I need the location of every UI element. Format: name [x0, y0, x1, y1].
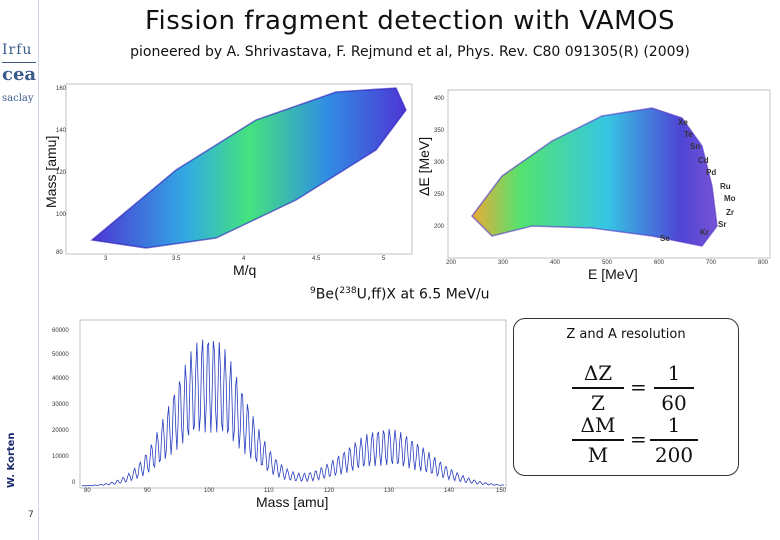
eq1-equals: = — [630, 375, 647, 399]
sidebar-border — [38, 0, 39, 540]
mass-distribution-plot: 60000 50000 40000 30000 20000 10000 0 80… — [48, 316, 510, 496]
ytick: 80 — [56, 250, 63, 256]
ytick: 350 — [434, 128, 445, 134]
reaction-rest: U,ff)X at 6.5 MeV/u — [356, 286, 490, 303]
slide-subtitle: pioneered by A. Shrivastava, F. Rejmund … — [130, 44, 690, 60]
xtick: 3 — [104, 256, 108, 262]
xtick: 80 — [84, 488, 91, 494]
ytick: 400 — [434, 96, 445, 102]
xtick: 600 — [654, 260, 665, 266]
resolution-box: Z and A resolution ΔZ Z = 1 60 ΔM M = 1 … — [513, 318, 739, 476]
mass-vs-mq-plot: 160 140 120 100 80 3 3.5 4 4.5 5 — [56, 80, 416, 266]
sidebar: Irfu cea saclay — [0, 0, 38, 540]
xtick: 700 — [706, 260, 717, 266]
element-label: Sr — [718, 220, 727, 229]
de-e-band — [472, 108, 717, 246]
mass-histogram-line — [81, 339, 505, 487]
eq2-rhs-denominator: 200 — [654, 443, 694, 467]
de-vs-e-ylabel: ΔE [MeV] — [416, 136, 432, 196]
de-vs-e-plot: 400 350 300 250 200 200 300 400 500 600 … — [432, 86, 778, 268]
xtick: 800 — [758, 260, 769, 266]
mass-band — [92, 88, 406, 248]
eq1-rhs-denominator: 60 — [661, 391, 687, 415]
xtick: 5 — [382, 256, 386, 262]
eq1-numerator: ΔZ — [583, 361, 613, 385]
eq1-fraction-bar — [572, 387, 624, 389]
logo-divider — [2, 62, 36, 63]
page-number: 7 — [28, 510, 34, 520]
irfu-logo: Irfu — [2, 42, 33, 58]
ytick: 20000 — [52, 428, 69, 434]
de-e-band-edge — [471, 107, 718, 247]
reaction-label: 9Be(238U,ff)X at 6.5 MeV/u — [310, 286, 490, 303]
ytick: 200 — [434, 224, 445, 230]
plot-area — [79, 319, 507, 489]
mass-vs-mq-svg — [65, 83, 413, 255]
ytick: 30000 — [52, 402, 69, 408]
xtick: 140 — [444, 488, 455, 494]
element-label: Ru — [720, 182, 731, 191]
xtick: 400 — [550, 260, 561, 266]
xtick: 500 — [602, 260, 613, 266]
ytick: 10000 — [52, 454, 69, 460]
eq2-rhs-bar — [650, 439, 698, 441]
ytick: 300 — [434, 160, 445, 166]
element-label: Kr — [700, 228, 709, 237]
reaction-beam: Be( — [315, 286, 340, 303]
ytick: 100 — [56, 212, 67, 218]
eq2-numerator: ΔM — [580, 413, 616, 437]
xtick: 120 — [324, 488, 335, 494]
xtick: 3.5 — [172, 256, 181, 262]
xtick: 90 — [144, 488, 151, 494]
ytick: 0 — [72, 480, 76, 486]
xtick: 130 — [384, 488, 395, 494]
ytick: 160 — [56, 86, 67, 92]
reaction-superscript-b: 238 — [339, 286, 357, 296]
eq1-denominator: Z — [591, 391, 605, 415]
mass-band-edge — [90, 87, 407, 249]
mass-distribution-svg — [79, 319, 507, 489]
eq1-rhs-bar — [654, 387, 694, 389]
eq1-rhs-numerator: 1 — [667, 361, 681, 385]
reaction-superscript-a: 9 — [310, 286, 316, 296]
mass-vs-mq-ylabel: Mass [amu] — [43, 135, 59, 208]
eq2-denominator: M — [587, 443, 609, 467]
element-label: Se — [660, 234, 670, 243]
xtick: 300 — [498, 260, 509, 266]
cea-logo: cea — [2, 64, 37, 85]
element-label: Xe — [678, 118, 688, 127]
author-label: W. Korten — [6, 432, 17, 488]
eq2-equals: = — [630, 427, 647, 451]
saclay-logo: saclay — [2, 93, 34, 104]
xtick: 110 — [264, 488, 274, 494]
ytick: 120 — [56, 170, 67, 176]
element-label: Sn — [690, 142, 701, 151]
mass-vs-mq-xlabel: M/q — [233, 262, 257, 278]
de-vs-e-xlabel: E [MeV] — [588, 266, 638, 282]
xtick: 4.5 — [312, 256, 321, 262]
element-label: Mo — [724, 194, 736, 203]
ytick: 40000 — [52, 376, 69, 382]
xtick: 200 — [446, 260, 457, 266]
element-label: Pd — [706, 168, 717, 177]
element-label: Te — [684, 130, 693, 139]
slide-title: Fission fragment detection with VAMOS — [144, 6, 676, 36]
eq2-fraction-bar — [572, 439, 624, 441]
ytick: 60000 — [52, 328, 69, 334]
eq2-rhs-numerator: 1 — [667, 413, 681, 437]
mass-distribution-xlabel: Mass [amu] — [256, 494, 329, 510]
xtick: 100 — [204, 488, 215, 494]
xtick: 150 — [496, 488, 507, 494]
ytick: 140 — [56, 128, 67, 134]
xtick: 4 — [242, 256, 246, 262]
element-label: Zr — [726, 208, 734, 217]
resolution-title: Z and A resolution — [566, 327, 686, 342]
de-vs-e-svg — [447, 89, 771, 259]
element-label: Cd — [698, 156, 709, 165]
ytick: 50000 — [52, 352, 69, 358]
ytick: 250 — [434, 192, 445, 198]
